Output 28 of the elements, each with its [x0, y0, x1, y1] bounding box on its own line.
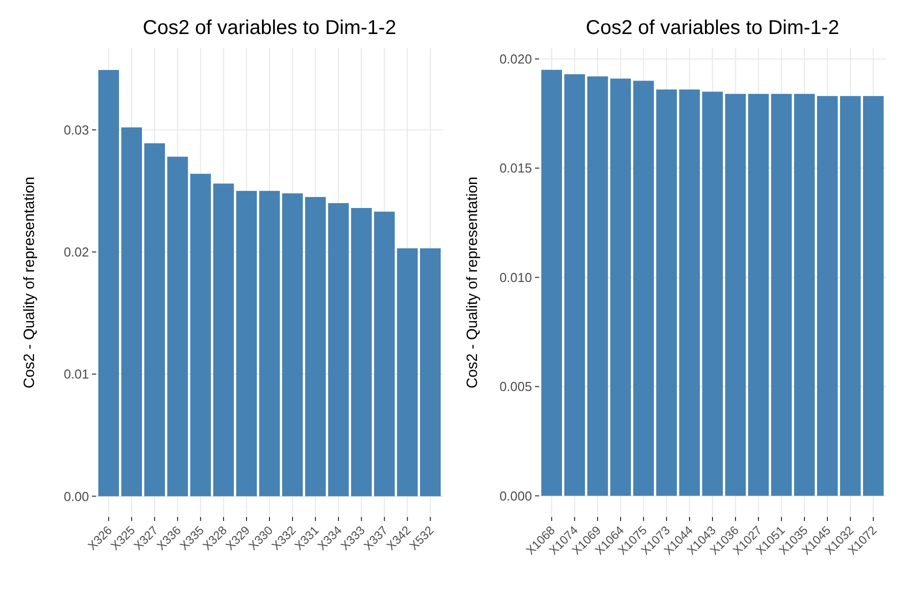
- bar: [144, 143, 165, 496]
- bar: [190, 174, 211, 496]
- y-tick-label: 0.02: [64, 244, 89, 260]
- y-tick-label: 0.01: [64, 366, 89, 382]
- bar: [259, 190, 280, 496]
- y-tick-label: 0.005: [499, 379, 532, 394]
- y-tick-label: 0.020: [499, 51, 532, 66]
- bar: [328, 203, 349, 496]
- bar: [213, 184, 234, 496]
- bar: [121, 127, 142, 496]
- y-axis-title: Cos2 - Quality of representation: [21, 176, 38, 388]
- y-tick-label: 0.03: [64, 122, 89, 138]
- bar: [98, 70, 119, 496]
- y-tick-label: 0.010: [499, 270, 532, 285]
- bar: [420, 248, 441, 496]
- y-tick-label: 0.000: [499, 488, 532, 504]
- bar: [397, 248, 418, 496]
- y-axis-title: Cos2 - Quality of representation: [464, 176, 481, 388]
- y-tick-label: 0.015: [499, 160, 532, 176]
- bar: [236, 190, 257, 496]
- y-tick-label: 0.00: [64, 488, 89, 504]
- bar: [167, 156, 188, 496]
- bar: [374, 212, 395, 496]
- bar: [351, 208, 372, 496]
- chart-title: Cos2 of variables to Dim-1-2: [142, 17, 396, 39]
- bar: [282, 193, 303, 496]
- chart-title: Cos2 of variables to Dim-1-2: [586, 17, 840, 39]
- bar: [305, 197, 326, 496]
